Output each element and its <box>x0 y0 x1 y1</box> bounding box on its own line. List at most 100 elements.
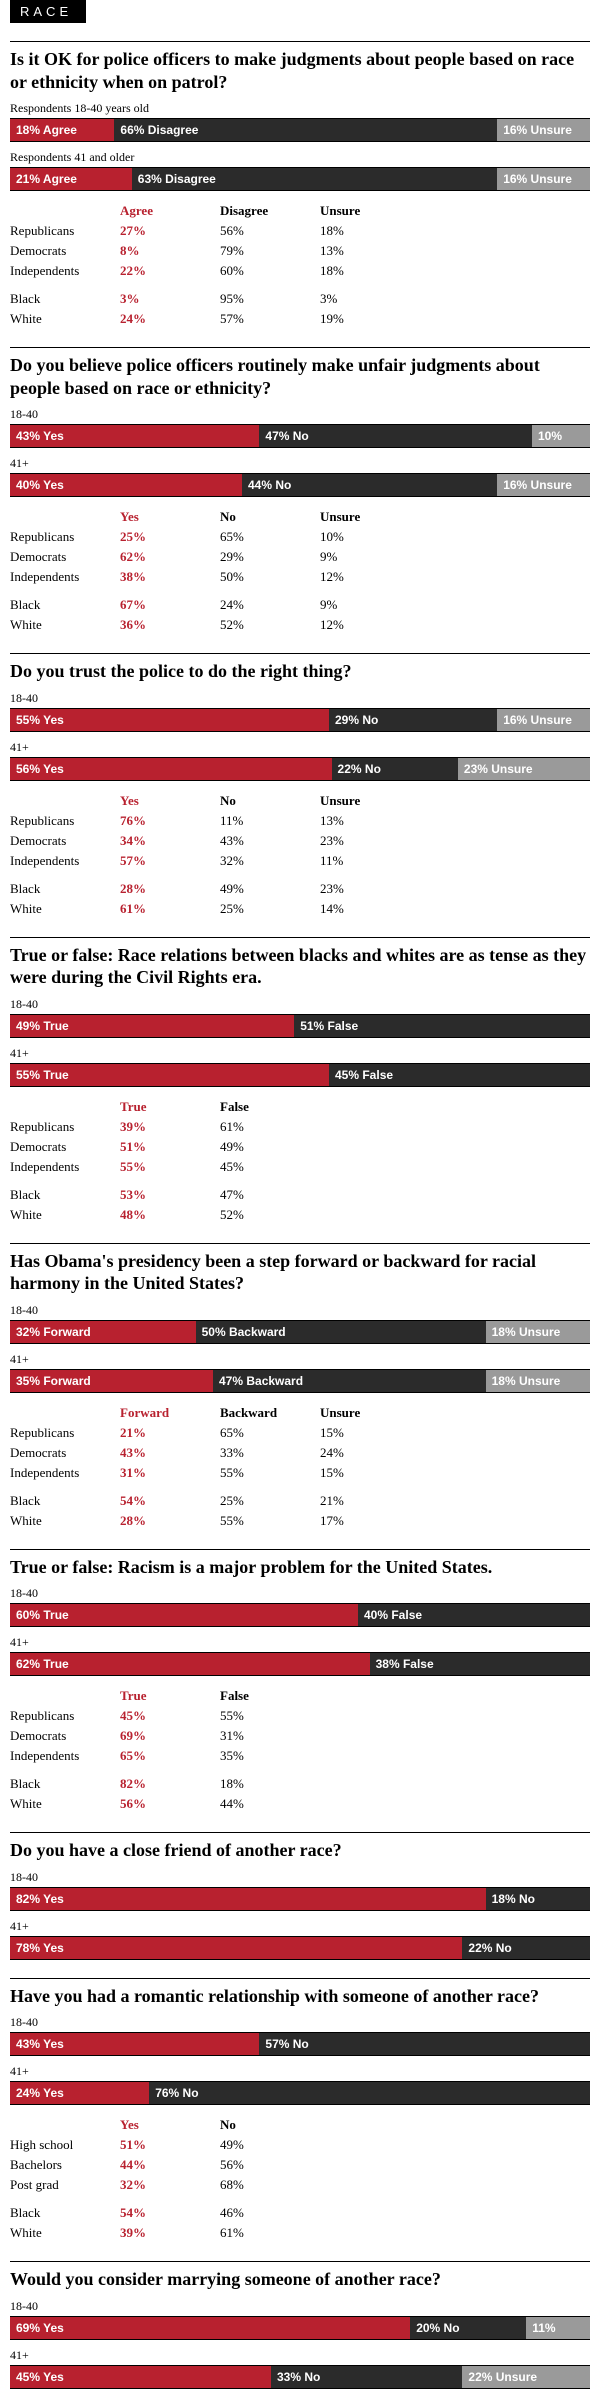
table-cell: 32% <box>120 2175 220 2195</box>
question-title: True or false: Race relations between bl… <box>10 944 590 989</box>
question-title: Do you believe police officers routinely… <box>10 354 590 399</box>
table-row: Democrats34%43%23% <box>10 831 420 851</box>
table-cell: Black <box>10 289 120 309</box>
bar-label: 41+ <box>10 740 590 755</box>
table-header <box>10 507 120 527</box>
bar-label: 18-40 <box>10 2015 590 2030</box>
table-cell: 51% <box>120 2135 220 2155</box>
breakdown-table: YesNoUnsureRepublicans25%65%10%Democrats… <box>10 507 420 635</box>
table-row: Democrats51%49% <box>10 1137 320 1157</box>
question-block: Has Obama's presidency been a step forwa… <box>10 1243 590 1531</box>
table-cell: Democrats <box>10 547 120 567</box>
table-header: Yes <box>120 507 220 527</box>
table-cell: White <box>10 309 120 329</box>
table-cell: Independents <box>10 1746 120 1766</box>
bar-segment: 43% Yes <box>10 425 259 447</box>
table-header: False <box>220 1686 320 1706</box>
bar-segment: 40% False <box>358 1604 590 1626</box>
table-row: Post grad32%68% <box>10 2175 320 2195</box>
table-cell: White <box>10 1205 120 1225</box>
stacked-bar: 55% Yes29% No16% Unsure <box>10 708 590 732</box>
table-cell: 52% <box>220 1205 320 1225</box>
table-cell: 21% <box>120 1423 220 1443</box>
bar-segment: 69% Yes <box>10 2317 410 2339</box>
table-cell: 14% <box>320 899 420 919</box>
table-cell: 54% <box>120 1491 220 1511</box>
table-cell: 25% <box>220 899 320 919</box>
table-cell: 12% <box>320 567 420 587</box>
table-row: Black82%18% <box>10 1774 320 1794</box>
table-cell: Democrats <box>10 831 120 851</box>
table-cell: 10% <box>320 527 420 547</box>
table-cell: 18% <box>320 261 420 281</box>
bar-label: 41+ <box>10 1635 590 1650</box>
question-title: Would you consider marrying someone of a… <box>10 2268 590 2291</box>
table-cell: Democrats <box>10 1443 120 1463</box>
bar-label: 41+ <box>10 1352 590 1367</box>
table-cell: Black <box>10 2203 120 2223</box>
table-cell: 13% <box>320 811 420 831</box>
stacked-bar: 35% Forward47% Backward18% Unsure <box>10 1369 590 1393</box>
table-cell: Black <box>10 595 120 615</box>
table-row: White39%61% <box>10 2223 320 2243</box>
question-block: True or false: Race relations between bl… <box>10 937 590 1225</box>
breakdown-table: YesNoHigh school51%49%Bachelors44%56%Pos… <box>10 2115 320 2243</box>
table-cell: Democrats <box>10 241 120 261</box>
table-row: Republicans25%65%10% <box>10 527 420 547</box>
stacked-bar: 49% True51% False <box>10 1014 590 1038</box>
table-cell: 44% <box>120 2155 220 2175</box>
table-row: Democrats8%79%13% <box>10 241 420 261</box>
table-header: False <box>220 1097 320 1117</box>
table-row: White56%44% <box>10 1794 320 1814</box>
bar-segment: 16% Unsure <box>497 474 590 496</box>
table-cell: 47% <box>220 1185 320 1205</box>
table-cell: 34% <box>120 831 220 851</box>
stacked-bar: 45% Yes33% No22% Unsure <box>10 2365 590 2389</box>
table-cell: 56% <box>220 221 320 241</box>
bar-label: 18-40 <box>10 2299 590 2314</box>
table-cell: 43% <box>120 1443 220 1463</box>
bar-segment: 35% Forward <box>10 1370 213 1392</box>
table-header: Unsure <box>320 201 420 221</box>
table-cell: 11% <box>220 811 320 831</box>
table-cell: 13% <box>320 241 420 261</box>
table-cell: Black <box>10 879 120 899</box>
bar-segment: 22% Unsure <box>462 2366 590 2388</box>
table-cell: 18% <box>220 1774 320 1794</box>
table-cell: 55% <box>120 1157 220 1177</box>
table-cell: Post grad <box>10 2175 120 2195</box>
question-block: Is it OK for police officers to make jud… <box>10 41 590 329</box>
table-row: Black54%46% <box>10 2203 320 2223</box>
table-cell: Democrats <box>10 1726 120 1746</box>
table-header: Unsure <box>320 791 420 811</box>
bar-segment: 43% Yes <box>10 2033 259 2055</box>
bar-segment: 56% Yes <box>10 758 332 780</box>
table-row: Republicans76%11%13% <box>10 811 420 831</box>
bar-segment: 33% No <box>271 2366 462 2388</box>
table-cell: 43% <box>220 831 320 851</box>
table-cell: 50% <box>220 567 320 587</box>
bar-segment: 47% Backward <box>213 1370 486 1392</box>
bar-segment: 49% True <box>10 1015 294 1037</box>
table-header <box>10 1686 120 1706</box>
table-cell: 67% <box>120 595 220 615</box>
table-cell: Republicans <box>10 1117 120 1137</box>
bar-segment: 16% Unsure <box>497 709 590 731</box>
bar-segment: 16% Unsure <box>497 119 590 141</box>
table-cell: Independents <box>10 1157 120 1177</box>
bar-label: 18-40 <box>10 691 590 706</box>
table-cell: 57% <box>120 851 220 871</box>
table-cell: Republicans <box>10 1706 120 1726</box>
question-block: Do you trust the police to do the right … <box>10 653 590 919</box>
table-cell: Republicans <box>10 811 120 831</box>
table-cell: 95% <box>220 289 320 309</box>
table-row: Black67%24%9% <box>10 595 420 615</box>
table-cell: 61% <box>220 2223 320 2243</box>
table-cell: 62% <box>120 547 220 567</box>
bar-segment: 38% False <box>370 1653 590 1675</box>
table-cell: 9% <box>320 595 420 615</box>
bar-label: 41+ <box>10 2348 590 2363</box>
table-cell: 28% <box>120 879 220 899</box>
table-row: Republicans21%65%15% <box>10 1423 420 1443</box>
stacked-bar: 56% Yes22% No23% Unsure <box>10 757 590 781</box>
